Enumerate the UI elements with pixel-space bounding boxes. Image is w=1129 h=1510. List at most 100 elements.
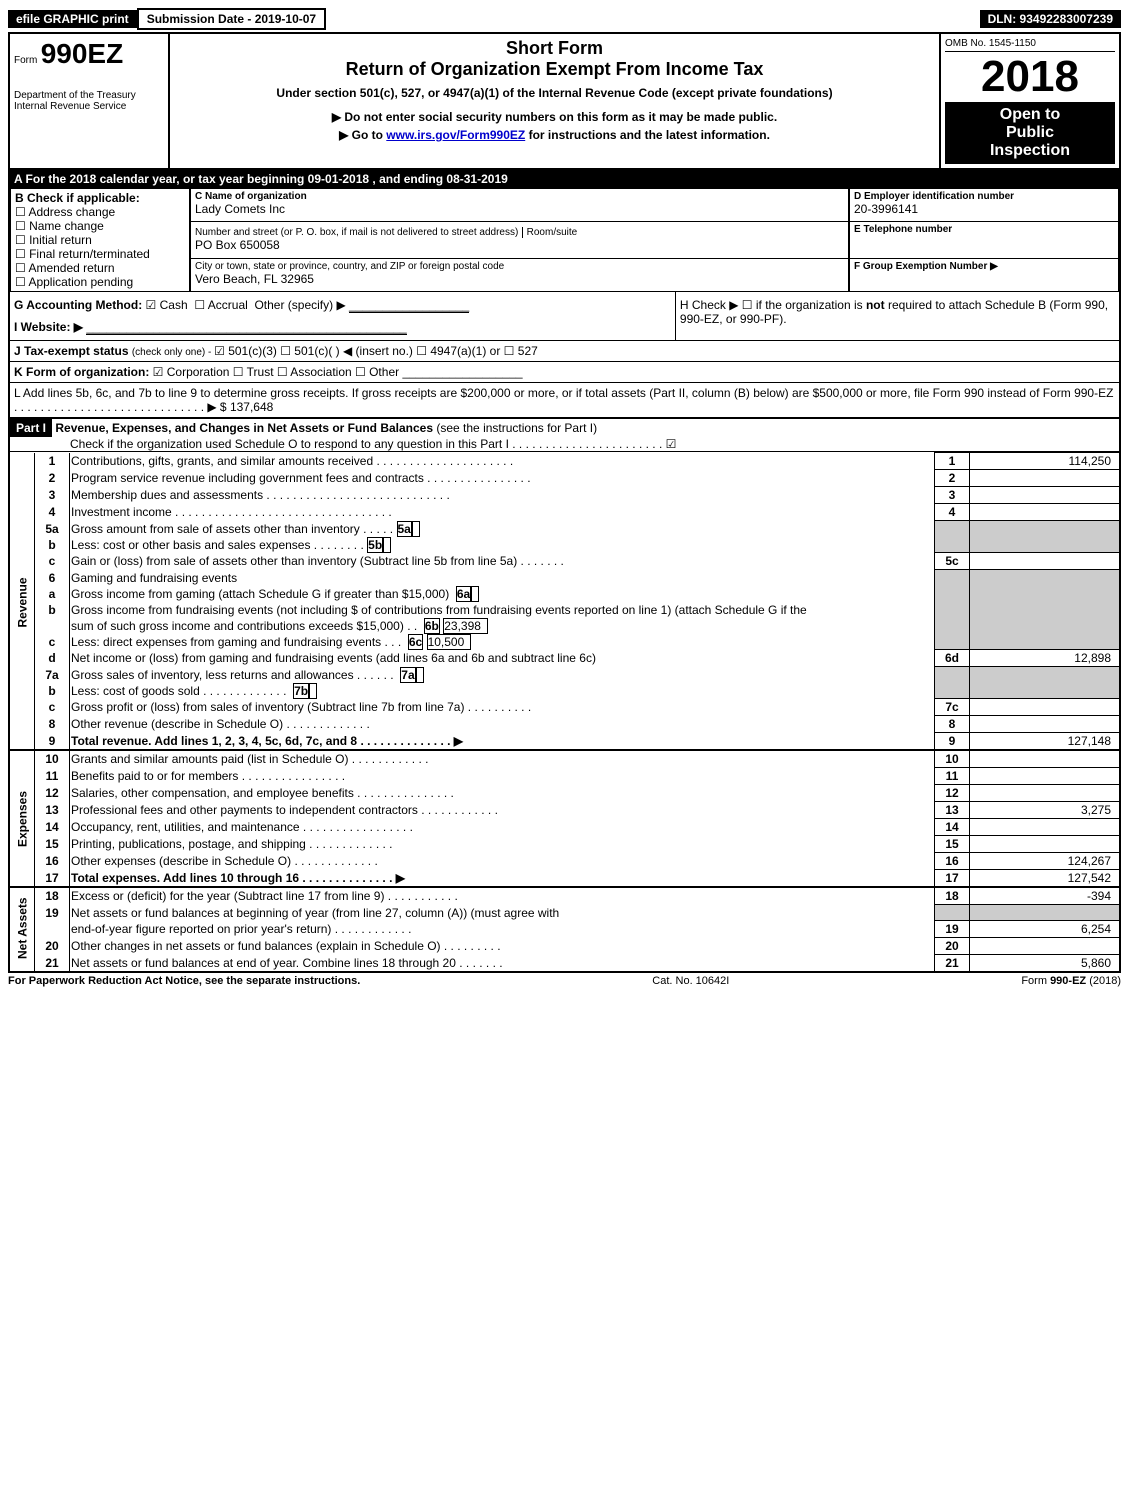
t-16: Other expenses (describe in Schedule O) …: [70, 853, 935, 870]
v-9: 127,148: [970, 733, 1120, 751]
line-i-pre: I Website: ▶: [14, 320, 83, 334]
v-16: 124,267: [970, 853, 1120, 870]
box-b-hdr: B Check if applicable:: [15, 191, 185, 205]
c-16: 16: [935, 853, 970, 870]
v-1: 114,250: [970, 453, 1120, 470]
omb: OMB No. 1545-1150: [945, 38, 1115, 52]
n-5a: 5a: [35, 521, 70, 537]
line-h-pre: H Check ▶ ☐ if the organization is: [680, 298, 866, 312]
t-6b-2: of contributions from fundraising events…: [361, 603, 807, 617]
chk-amended-return[interactable]: Amended return: [15, 261, 185, 275]
v-8: [970, 716, 1120, 733]
line-k-pre: K Form of organization:: [14, 365, 153, 379]
mv-6b: 23,398: [443, 618, 488, 634]
t-5c: Gain or (loss) from sale of assets other…: [70, 553, 935, 570]
n-11: 11: [35, 768, 70, 785]
g-h-block: G Accounting Method: Cash Accrual Other …: [10, 292, 1119, 340]
t-19-2: end-of-year figure reported on prior yea…: [70, 921, 935, 938]
n-14: 14: [35, 819, 70, 836]
t-9: Total revenue. Add lines 1, 2, 3, 4, 5c,…: [71, 734, 463, 748]
t-6: Gaming and fundraising events: [70, 570, 935, 586]
short-form: Short Form: [174, 38, 935, 59]
n-12: 12: [35, 785, 70, 802]
t-8: Other revenue (describe in Schedule O) .…: [70, 716, 935, 733]
v-14: [970, 819, 1120, 836]
line-a-begin: 09-01-2018: [308, 172, 369, 186]
footer: For Paperwork Reduction Act Notice, see …: [8, 973, 1121, 989]
t-15: Printing, publications, postage, and shi…: [70, 836, 935, 853]
line-a: A For the 2018 calendar year, or tax yea…: [10, 170, 1119, 188]
part1-label: Part I: [10, 419, 52, 437]
line-a-mid: , and ending: [372, 172, 446, 186]
t-7a: Gross sales of inventory, less returns a…: [71, 668, 394, 682]
n-21: 21: [35, 955, 70, 972]
v-11: [970, 768, 1120, 785]
n-13: 13: [35, 802, 70, 819]
chk-accrual[interactable]: Accrual: [194, 298, 247, 312]
title-block: Form 990EZ Department of the Treasury In…: [10, 34, 1119, 170]
line-g-blank[interactable]: __________________: [349, 298, 469, 313]
v-13: 3,275: [970, 802, 1120, 819]
c-15: 15: [935, 836, 970, 853]
n-7a: 7a: [35, 667, 70, 683]
c-9: 9: [935, 733, 970, 751]
line-k-opts[interactable]: ☑ Corporation ☐ Trust ☐ Association ☐ Ot…: [153, 365, 523, 379]
n-3: 3: [35, 487, 70, 504]
t-10: Grants and similar amounts paid (list in…: [70, 750, 935, 768]
line-j: J Tax-exempt status (check only one) - ☑…: [10, 340, 1119, 361]
chk-address-change[interactable]: Address change: [15, 205, 185, 219]
n-5c: c: [35, 553, 70, 570]
line-j-small: (check only one) -: [132, 347, 214, 358]
ein: 20-3996141: [854, 202, 1114, 216]
chk-initial-return[interactable]: Initial return: [15, 233, 185, 247]
section-revenue: Revenue: [10, 453, 35, 751]
goto-pre: Go to: [352, 128, 387, 142]
goto-post: for instructions and the latest informat…: [525, 128, 770, 142]
n-18: 18: [35, 887, 70, 905]
part1-sub: Check if the organization used Schedule …: [10, 437, 1119, 451]
c-4: 4: [935, 504, 970, 521]
v-7c: [970, 699, 1120, 716]
c-10: 10: [935, 750, 970, 768]
n-2: 2: [35, 470, 70, 487]
v-12: [970, 785, 1120, 802]
form-prefix: Form: [14, 55, 37, 66]
mv-6c: 10,500: [427, 634, 472, 650]
org-name: Lady Comets Inc: [195, 202, 844, 216]
line-a-pre: A For the 2018 calendar year, or tax yea…: [14, 172, 308, 186]
mv-7b: [309, 683, 317, 699]
box-f-hdr: F Group Exemption Number ▶: [854, 261, 1114, 272]
t-11: Benefits paid to or for members . . . . …: [70, 768, 935, 785]
goto-link[interactable]: www.irs.gov/Form990EZ: [386, 128, 525, 142]
n-16: 16: [35, 853, 70, 870]
part1-grid: Revenue 1 Contributions, gifts, grants, …: [10, 452, 1119, 971]
room-hdr: Room/suite: [522, 227, 578, 238]
mv-7a: [416, 667, 424, 683]
t-1: Contributions, gifts, grants, and simila…: [70, 453, 935, 470]
t-6d: Net income or (loss) from gaming and fun…: [70, 650, 935, 667]
city-hdr: City or town, state or province, country…: [195, 261, 844, 272]
t-5b: Less: cost or other basis and sales expe…: [71, 538, 364, 552]
footer-left: For Paperwork Reduction Act Notice, see …: [8, 975, 360, 987]
n-6: 6: [35, 570, 70, 586]
open-3: Inspection: [945, 142, 1115, 160]
n-10: 10: [35, 750, 70, 768]
dept-treasury: Department of the Treasury Internal Reve…: [14, 90, 164, 112]
website-blank[interactable]: ________________________________________…: [86, 320, 406, 335]
v-15: [970, 836, 1120, 853]
org-address: PO Box 650058: [195, 238, 844, 252]
chk-final-return[interactable]: Final return/terminated: [15, 247, 185, 261]
line-j-opts[interactable]: ☑ 501(c)(3) ☐ 501(c)( ) ◀ (insert no.) ☐…: [214, 344, 538, 358]
line-g-pre: G Accounting Method:: [14, 298, 146, 312]
footer-mid: Cat. No. 10642I: [652, 975, 729, 987]
c-3: 3: [935, 487, 970, 504]
chk-application-pending[interactable]: Application pending: [15, 275, 185, 289]
chk-cash[interactable]: Cash: [146, 298, 188, 312]
n-19: 19: [35, 905, 70, 921]
chk-name-change[interactable]: Name change: [15, 219, 185, 233]
n-5b: b: [35, 537, 70, 553]
line-l-txt: L Add lines 5b, 6c, and 7b to line 9 to …: [14, 386, 1113, 414]
t-17: Total expenses. Add lines 10 through 16 …: [71, 871, 405, 885]
n-8: 8: [35, 716, 70, 733]
v-6d: 12,898: [970, 650, 1120, 667]
